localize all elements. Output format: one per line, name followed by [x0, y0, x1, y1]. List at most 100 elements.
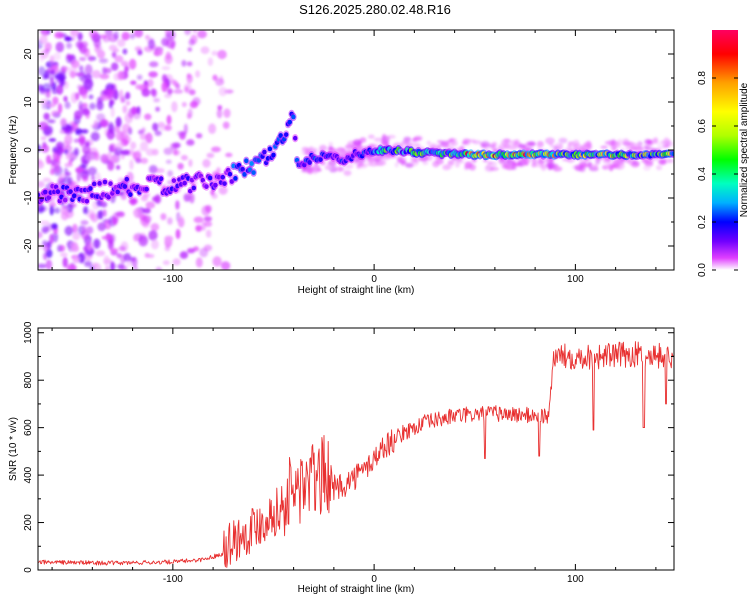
spectrogram-noise-cell — [500, 139, 510, 146]
spectrogram-noise-cell — [574, 164, 584, 171]
spectrogram-noise-cell — [587, 161, 593, 169]
spectrogram-noise-cell — [49, 77, 55, 88]
spectrogram-noise-cell — [91, 70, 101, 79]
spectrogram-noise-cell — [644, 145, 651, 151]
spectrogram-noise-cell — [64, 225, 74, 236]
spectrogram-noise-cell — [73, 147, 79, 156]
spectrogram-noise-cell — [345, 145, 352, 150]
spectrogram-ridge-cell — [43, 189, 48, 195]
figure-title: S126.2025.280.02.48.R16 — [299, 2, 451, 17]
spectrogram-noise-cell — [72, 256, 80, 264]
spectrogram-noise-cell — [118, 245, 126, 252]
spectrogram-noise-cell — [95, 250, 106, 257]
spectrogram-noise-cell — [89, 248, 95, 255]
snr-ytick-label: 0 — [23, 567, 34, 573]
spectrogram-noise-cell — [40, 136, 47, 141]
spectrogram-noise-cell — [80, 173, 89, 181]
spectrogram-noise-cell — [402, 140, 409, 145]
spectrogram-noise-cell — [199, 247, 209, 258]
spectrogram-noise-cell — [47, 71, 56, 81]
spectrogram-noise-cell — [103, 255, 110, 266]
spectrogram-noise-cell — [38, 84, 44, 92]
spectrogram-noise-cell — [64, 36, 73, 42]
spectrogram-noise-cell — [40, 49, 49, 59]
spectrogram-noise-cell — [217, 105, 223, 111]
spectrogram-noise-cell — [111, 62, 119, 71]
spectrogram-noise-cell — [147, 253, 155, 259]
spectrogram-noise-cell — [454, 160, 460, 168]
spectrogram-noise-cell — [413, 156, 420, 163]
spectrogram-noise-cell — [204, 221, 213, 228]
spectrogram-noise-cell — [442, 142, 450, 149]
spectrogram-noise-cell — [38, 263, 47, 269]
spectrogram-noise-cell — [540, 165, 547, 171]
spectrogram-ridge-cell — [249, 161, 254, 166]
spectrogram-noise-cell — [154, 194, 162, 204]
spectrogram-noise-cell — [48, 138, 57, 142]
spectrogram-noise-cell — [38, 160, 45, 169]
spectrogram-noise-cell — [374, 158, 381, 162]
spectrogram-noise-cell — [150, 223, 160, 232]
spectrogram-noise-cell — [81, 102, 88, 108]
spectrogram-noise-cell — [64, 171, 71, 177]
spectrogram-ridge-cell — [92, 181, 97, 187]
spectrogram-noise-cell — [110, 106, 115, 118]
spectrogram-noise-cell — [211, 50, 218, 56]
spectrogram-noise-cell — [462, 140, 471, 146]
spectrogram-noise-cell — [97, 222, 106, 232]
spectrogram-noise-cell — [368, 134, 375, 139]
spectrogram-noise-cell — [60, 204, 69, 216]
spectrogram-noise-cell — [502, 162, 508, 167]
spectrogram-noise-cell — [155, 266, 162, 270]
spectrogram-ytick-label: 0 — [23, 147, 34, 153]
spectrogram-noise-cell — [218, 86, 228, 97]
spectrogram-noise-cell — [49, 205, 54, 216]
spectrogram-noise-cell — [139, 141, 149, 152]
spectrogram-ridge-cell — [318, 157, 323, 163]
spectrogram-noise-cell — [225, 152, 233, 158]
spectrogram-noise-cell — [130, 33, 135, 40]
spectrogram-ridge-cell — [108, 181, 113, 187]
spectrogram-noise-cell — [56, 155, 61, 163]
spectrogram-noise-cell — [148, 230, 158, 241]
spectrogram-ytick-label: 10 — [23, 96, 34, 108]
spectrogram-ridge-cell — [122, 184, 128, 189]
spectrogram-noise-cell — [324, 165, 332, 170]
spectrogram-noise-cell — [81, 225, 88, 232]
spectrogram-noise-cell — [545, 137, 555, 145]
spectrogram-noise-cell — [152, 148, 159, 156]
spectrogram-noise-cell — [112, 48, 120, 53]
colorbar-tick-label: 0.0 — [697, 263, 708, 277]
spectrogram-noise-cell — [125, 100, 131, 106]
spectrogram-noise-cell — [96, 113, 106, 122]
snr-xtick-label: -100 — [163, 574, 183, 585]
snr-ytick-label: 200 — [23, 514, 34, 531]
spectrogram-noise-cell — [222, 121, 230, 129]
spectrogram-noise-cell — [394, 162, 399, 168]
spectrogram-noise-cell — [125, 91, 131, 100]
spectrogram-ridge-cell — [62, 197, 68, 203]
spectrogram-noise-cell — [518, 144, 526, 149]
spectrogram-ytick-label: 20 — [23, 48, 34, 60]
spectrogram-noise-cell — [668, 158, 674, 163]
spectrogram-noise-cell — [83, 78, 94, 90]
spectrogram-noise-cell — [70, 30, 80, 37]
spectrogram-noise-cell — [54, 165, 61, 174]
spectrogram-noise-cell — [308, 146, 314, 152]
spectrogram-noise-cell — [98, 58, 109, 64]
spectrogram-noise-cell — [52, 96, 59, 105]
spectrogram-noise-cell — [381, 136, 390, 143]
colorbar-gradient — [712, 30, 738, 270]
spectrogram-noise-cell — [70, 92, 78, 104]
colorbar-ticks: 0.0 0.2 0.4 0.6 0.8 — [697, 71, 738, 277]
spectrogram-noise-cell — [493, 142, 498, 146]
spectrogram-noise-cell — [183, 123, 188, 134]
spectrogram-ytick-label: -20 — [23, 238, 34, 253]
spectrogram-noise-cell — [413, 135, 423, 141]
spectrogram-noise-cell — [600, 145, 608, 149]
spectrogram-ridge — [38, 109, 674, 206]
spectrogram-noise-cell — [107, 88, 114, 99]
spectrogram-noise-cell — [143, 215, 152, 223]
spectrogram-noise-cell — [135, 158, 142, 164]
